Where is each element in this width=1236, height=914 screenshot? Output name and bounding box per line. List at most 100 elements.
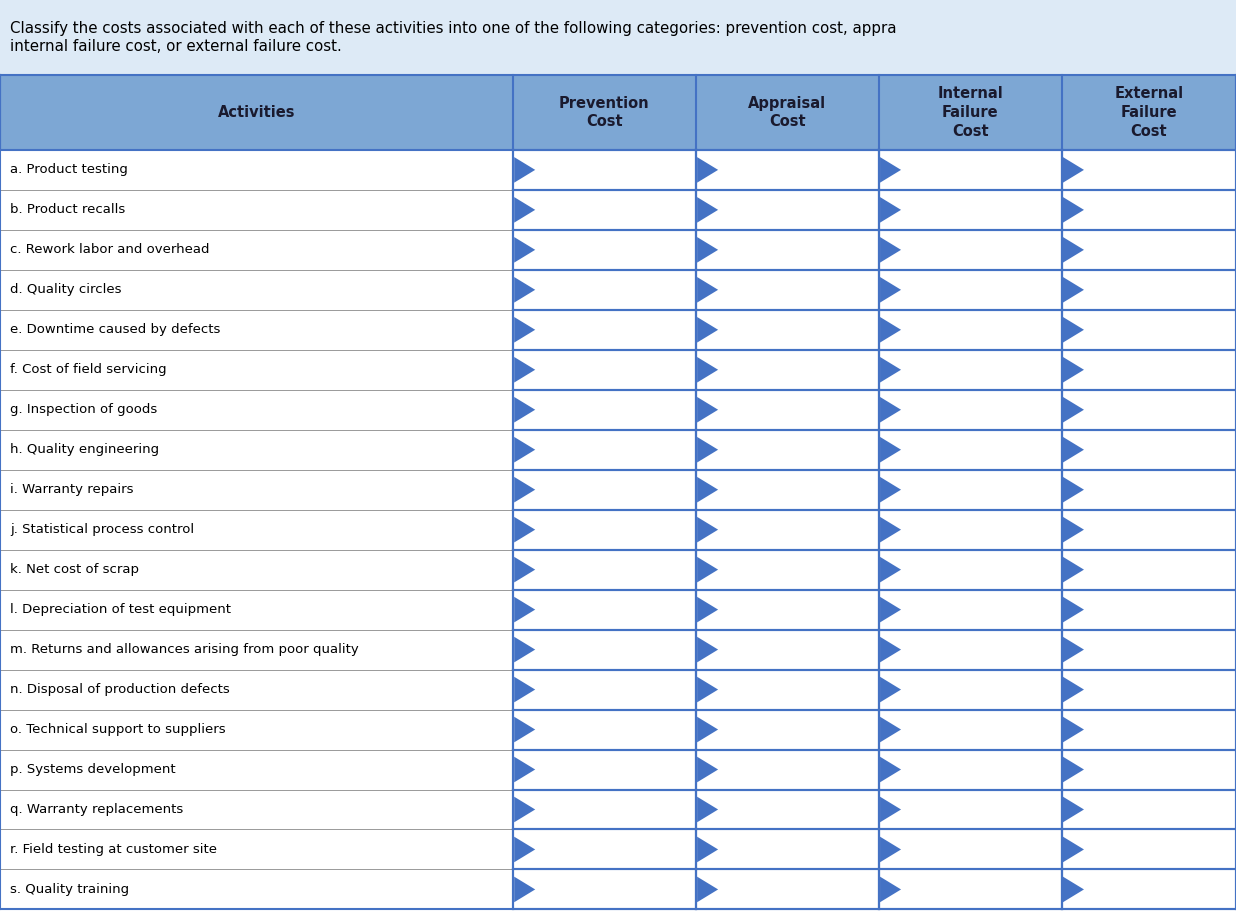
Polygon shape <box>514 277 535 303</box>
Polygon shape <box>514 477 535 503</box>
Polygon shape <box>1063 797 1084 823</box>
Bar <box>0 510 1236 549</box>
Bar <box>0 350 1236 389</box>
Polygon shape <box>880 397 901 422</box>
Text: c. Rework labor and overhead: c. Rework labor and overhead <box>10 243 209 256</box>
Polygon shape <box>880 157 901 183</box>
Polygon shape <box>1063 317 1084 343</box>
Polygon shape <box>697 836 718 862</box>
Text: m. Returns and allowances arising from poor quality: m. Returns and allowances arising from p… <box>10 643 358 656</box>
Bar <box>0 869 1236 909</box>
Polygon shape <box>1063 357 1084 383</box>
Bar <box>0 310 1236 350</box>
Polygon shape <box>697 197 718 223</box>
Polygon shape <box>697 757 718 782</box>
Text: e. Downtime caused by defects: e. Downtime caused by defects <box>10 324 220 336</box>
Polygon shape <box>1063 517 1084 542</box>
Polygon shape <box>514 877 535 902</box>
Polygon shape <box>1063 437 1084 462</box>
Bar <box>0 709 1236 749</box>
Bar <box>0 830 1236 869</box>
Polygon shape <box>880 836 901 862</box>
Text: Appraisal
Cost: Appraisal Cost <box>748 96 827 129</box>
Text: j. Statistical process control: j. Statistical process control <box>10 523 194 537</box>
Text: a. Product testing: a. Product testing <box>10 164 127 176</box>
Text: n. Disposal of production defects: n. Disposal of production defects <box>10 683 230 696</box>
Polygon shape <box>880 197 901 223</box>
Polygon shape <box>1063 637 1084 663</box>
Polygon shape <box>514 597 535 622</box>
Polygon shape <box>880 676 901 702</box>
Bar <box>0 549 1236 590</box>
Polygon shape <box>514 637 535 663</box>
Polygon shape <box>514 557 535 582</box>
Text: k. Net cost of scrap: k. Net cost of scrap <box>10 563 138 576</box>
Polygon shape <box>697 637 718 663</box>
Polygon shape <box>514 157 535 183</box>
Polygon shape <box>514 797 535 823</box>
Polygon shape <box>1063 597 1084 622</box>
Polygon shape <box>514 437 535 462</box>
Bar <box>0 470 1236 510</box>
Polygon shape <box>880 517 901 542</box>
Polygon shape <box>880 317 901 343</box>
Polygon shape <box>514 836 535 862</box>
Polygon shape <box>1063 197 1084 223</box>
Polygon shape <box>1063 237 1084 262</box>
Text: h. Quality engineering: h. Quality engineering <box>10 443 159 456</box>
Polygon shape <box>1063 877 1084 902</box>
Polygon shape <box>1063 836 1084 862</box>
Polygon shape <box>697 877 718 902</box>
Polygon shape <box>514 676 535 702</box>
Text: g. Inspection of goods: g. Inspection of goods <box>10 403 157 416</box>
Bar <box>0 749 1236 790</box>
Polygon shape <box>880 477 901 503</box>
Polygon shape <box>697 157 718 183</box>
Polygon shape <box>514 717 535 742</box>
Polygon shape <box>1063 717 1084 742</box>
Polygon shape <box>697 437 718 462</box>
Text: r. Field testing at customer site: r. Field testing at customer site <box>10 843 216 856</box>
Polygon shape <box>514 197 535 223</box>
Text: q. Warranty replacements: q. Warranty replacements <box>10 803 183 816</box>
Text: b. Product recalls: b. Product recalls <box>10 203 125 217</box>
Polygon shape <box>880 797 901 823</box>
Polygon shape <box>697 557 718 582</box>
Polygon shape <box>1063 277 1084 303</box>
Polygon shape <box>697 237 718 262</box>
Polygon shape <box>880 877 901 902</box>
Text: o. Technical support to suppliers: o. Technical support to suppliers <box>10 723 225 736</box>
Polygon shape <box>880 557 901 582</box>
Polygon shape <box>697 517 718 542</box>
Text: s. Quality training: s. Quality training <box>10 883 129 896</box>
Polygon shape <box>697 397 718 422</box>
Polygon shape <box>880 277 901 303</box>
Bar <box>0 75 1236 150</box>
Polygon shape <box>1063 397 1084 422</box>
Polygon shape <box>514 397 535 422</box>
Bar <box>0 190 1236 229</box>
Text: Prevention
Cost: Prevention Cost <box>559 96 650 129</box>
Polygon shape <box>697 477 718 503</box>
Bar <box>0 0 1236 75</box>
Bar <box>0 229 1236 270</box>
Bar <box>0 389 1236 430</box>
Polygon shape <box>1063 757 1084 782</box>
Polygon shape <box>880 437 901 462</box>
Polygon shape <box>1063 157 1084 183</box>
Polygon shape <box>697 597 718 622</box>
Polygon shape <box>514 237 535 262</box>
Text: Classify the costs associated with each of these activities into one of the foll: Classify the costs associated with each … <box>10 21 896 54</box>
Text: External
Failure
Cost: External Failure Cost <box>1115 86 1183 139</box>
Polygon shape <box>880 757 901 782</box>
Polygon shape <box>880 637 901 663</box>
Polygon shape <box>1063 676 1084 702</box>
Bar <box>0 630 1236 670</box>
Polygon shape <box>514 317 535 343</box>
Bar <box>0 430 1236 470</box>
Polygon shape <box>697 797 718 823</box>
Polygon shape <box>697 317 718 343</box>
Polygon shape <box>514 517 535 542</box>
Polygon shape <box>514 757 535 782</box>
Polygon shape <box>697 676 718 702</box>
